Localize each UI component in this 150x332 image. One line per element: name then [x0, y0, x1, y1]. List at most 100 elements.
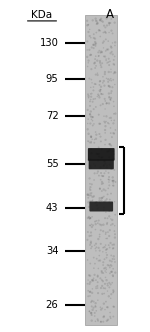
Point	[104, 242, 107, 248]
Point	[93, 140, 96, 145]
Point	[95, 22, 98, 27]
Point	[100, 285, 102, 290]
Point	[104, 137, 107, 142]
Point	[87, 158, 90, 163]
Point	[109, 84, 111, 89]
Point	[105, 48, 107, 53]
Point	[86, 107, 89, 113]
Point	[109, 240, 112, 246]
Point	[90, 114, 92, 120]
Point	[106, 165, 108, 170]
Point	[93, 310, 96, 316]
Point	[99, 62, 102, 68]
Point	[104, 130, 106, 135]
Point	[92, 278, 94, 283]
Point	[107, 229, 109, 235]
Point	[99, 304, 102, 310]
Point	[89, 163, 91, 168]
Point	[90, 246, 92, 251]
Point	[99, 87, 102, 92]
Point	[96, 171, 98, 176]
Point	[89, 261, 92, 266]
Point	[96, 203, 98, 208]
Point	[111, 217, 113, 222]
Point	[114, 231, 116, 237]
Point	[109, 142, 111, 147]
Point	[94, 219, 96, 224]
Point	[99, 17, 101, 23]
Point	[101, 196, 103, 201]
Point	[100, 49, 102, 54]
Point	[102, 228, 104, 234]
Point	[87, 157, 89, 163]
Point	[90, 310, 92, 316]
Point	[89, 165, 92, 171]
Point	[102, 40, 104, 45]
Point	[90, 230, 92, 235]
Point	[100, 319, 102, 324]
Point	[110, 316, 112, 321]
Point	[112, 314, 115, 319]
Point	[104, 307, 106, 312]
Point	[88, 186, 91, 192]
Point	[105, 168, 107, 174]
Point	[94, 36, 96, 41]
Point	[112, 61, 115, 67]
Point	[101, 195, 104, 200]
Point	[87, 278, 89, 283]
Point	[95, 218, 98, 223]
Point	[88, 215, 91, 220]
Point	[93, 42, 95, 47]
Text: KDa: KDa	[32, 10, 52, 20]
Point	[106, 221, 108, 227]
Point	[113, 69, 116, 75]
Point	[99, 50, 102, 55]
Point	[110, 91, 112, 96]
Point	[98, 27, 100, 33]
Point	[106, 318, 108, 323]
Point	[113, 20, 116, 25]
Point	[94, 43, 97, 48]
Point	[97, 50, 99, 55]
Point	[110, 166, 112, 172]
Point	[111, 221, 114, 227]
Point	[90, 299, 92, 305]
Point	[109, 162, 111, 167]
Point	[91, 224, 93, 230]
Point	[106, 246, 108, 252]
Point	[96, 317, 99, 322]
Point	[90, 85, 92, 90]
Point	[103, 244, 106, 250]
Point	[114, 111, 117, 116]
Point	[106, 162, 108, 168]
Point	[110, 69, 112, 75]
Point	[98, 234, 101, 239]
Point	[113, 199, 116, 205]
Point	[109, 125, 112, 130]
Point	[105, 230, 107, 235]
Point	[103, 200, 105, 205]
Point	[104, 215, 106, 221]
Point	[107, 149, 110, 154]
Point	[90, 193, 92, 198]
Point	[106, 192, 109, 197]
Point	[87, 60, 90, 65]
Point	[114, 270, 117, 275]
Point	[106, 220, 108, 225]
Point	[101, 270, 103, 275]
Point	[104, 198, 107, 203]
Point	[101, 60, 103, 66]
Point	[98, 232, 101, 237]
Point	[88, 309, 91, 314]
Point	[113, 118, 116, 123]
Point	[93, 255, 95, 260]
Point	[97, 318, 99, 323]
Point	[87, 22, 90, 27]
Point	[88, 176, 91, 181]
Point	[108, 214, 110, 219]
Point	[92, 276, 95, 281]
Point	[88, 216, 91, 222]
Point	[108, 177, 110, 182]
Point	[98, 112, 100, 117]
Point	[104, 231, 107, 237]
